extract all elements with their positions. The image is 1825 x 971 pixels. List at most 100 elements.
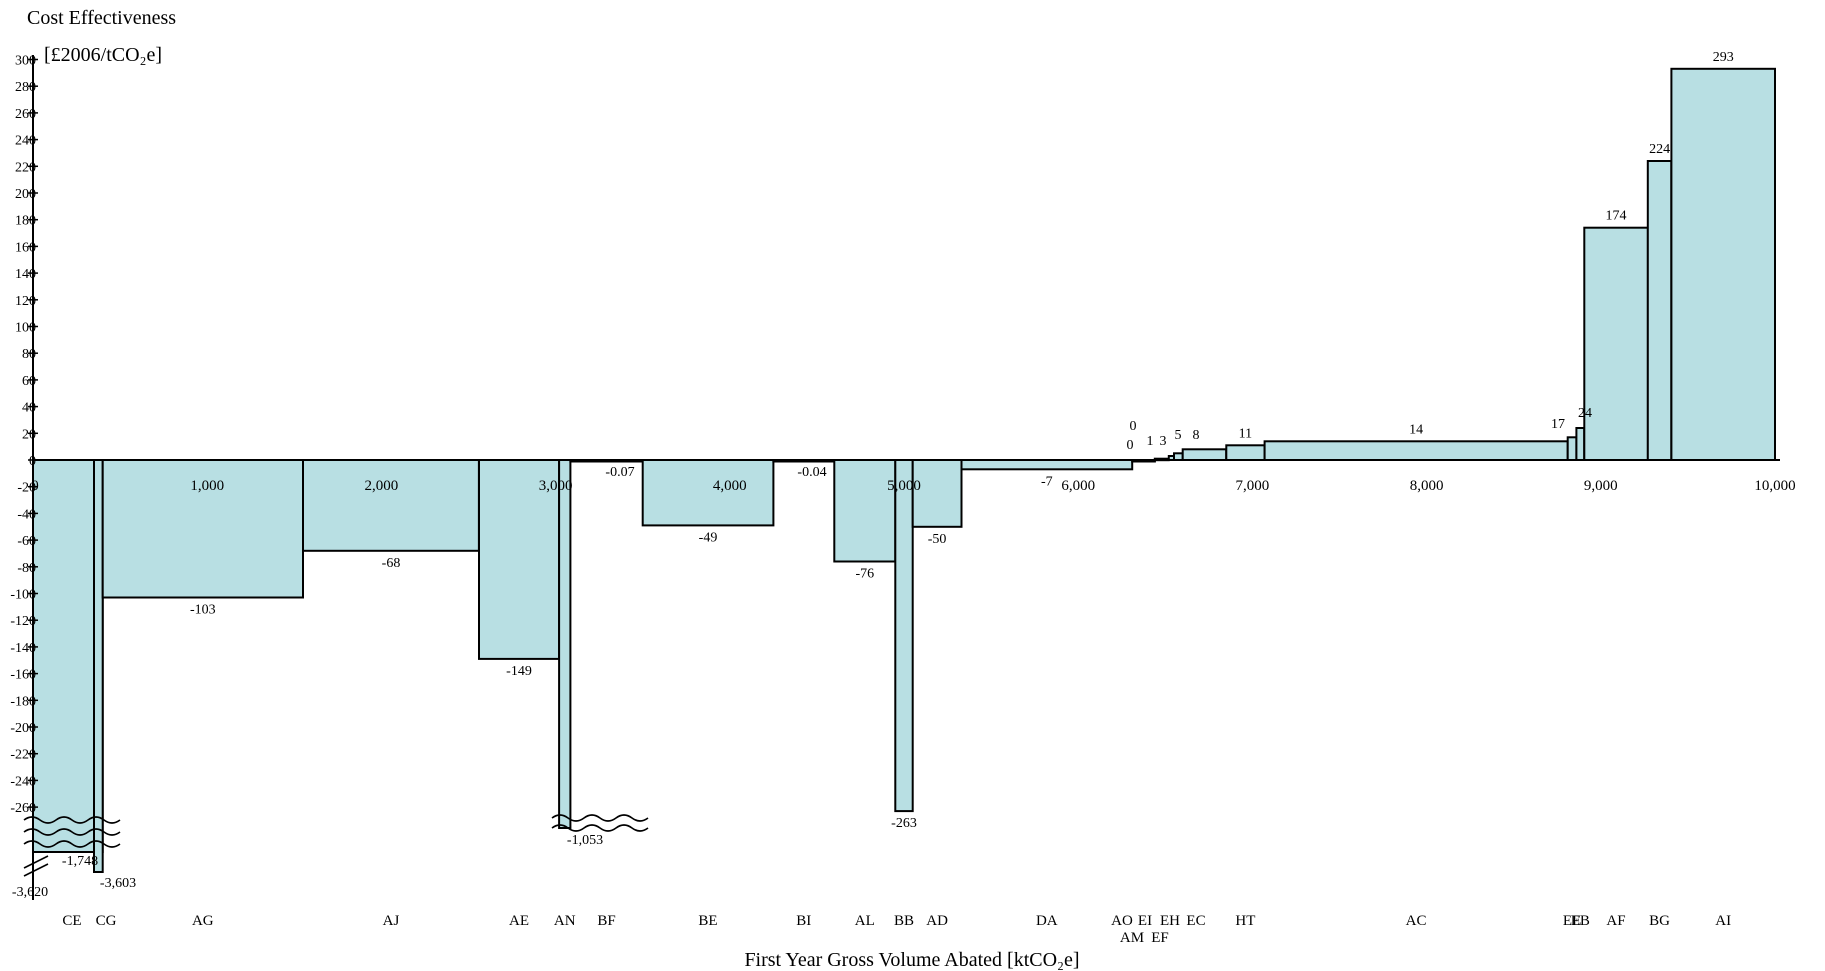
y-tick-label: 20: [22, 427, 36, 442]
axis-break-mark: [23, 840, 121, 848]
x-tick-label: 5,000: [887, 478, 921, 494]
x-tick-label: 9,000: [1584, 478, 1618, 494]
y-axis-label: [£2006/tCO₂e]: [44, 44, 162, 66]
data-label-AM: 0: [1130, 419, 1137, 434]
category-code-HT: HT: [1235, 913, 1255, 929]
y-tick-label: 240: [15, 134, 36, 149]
bar-CE: [32, 459, 95, 853]
category-code-CG: CG: [96, 913, 117, 929]
y-tick-label: 120: [15, 294, 36, 309]
data-label-AC: 14: [1409, 422, 1423, 437]
axis-break-mark: [23, 816, 121, 824]
bars-layer: [32, 67, 1777, 873]
category-code-EE: EE: [1563, 913, 1581, 929]
data-label-AJ: -68: [382, 556, 401, 571]
category-code-EH: EH: [1160, 913, 1180, 929]
data-label-EC: 8: [1193, 428, 1200, 443]
bar-EH: [1173, 452, 1184, 461]
bar-EB: [1575, 427, 1586, 461]
axis-break-mark: [551, 814, 649, 822]
category-code-AL: AL: [855, 913, 875, 929]
bar-BB: [894, 459, 914, 813]
bar-BE: [641, 459, 775, 527]
data-label-AD: -50: [928, 532, 947, 547]
category-code-CE: CE: [62, 913, 81, 929]
data-label-AL: -76: [855, 567, 874, 582]
labels-layer: -3,620 CE -1,748-3,603 CG -103 AG -68 AJ -149 AE -…: [10, 50, 1795, 946]
category-code-AM: AM: [1120, 930, 1144, 946]
y-tick-label: -260: [10, 801, 36, 816]
y-tick-label: -100: [10, 588, 36, 603]
category-code-BB: BB: [894, 913, 914, 929]
bar-CG: [93, 459, 104, 873]
axis-break-mark: [23, 863, 49, 877]
data-label-EF: 3: [1160, 434, 1167, 449]
axis-break-mark: [551, 824, 649, 832]
axis-break-mark: [23, 828, 121, 836]
y-tick-label: 100: [15, 321, 36, 336]
category-code-AC: AC: [1406, 913, 1427, 929]
data-label-HT: 11: [1239, 426, 1252, 441]
bar-AN: [558, 459, 572, 829]
y-tick-label: -20: [17, 481, 36, 496]
y-tick-label: 260: [15, 107, 36, 122]
data-label-AG: -103: [190, 603, 216, 618]
axes-layer: [23, 55, 1780, 900]
x-tick-label: 2,000: [365, 478, 399, 494]
y-tick-label: -80: [17, 561, 36, 576]
category-code-EB: EB: [1571, 913, 1590, 929]
bar-AI: [1670, 67, 1777, 462]
axis-break-mark: [23, 855, 49, 869]
x-tick-label: 3,000: [539, 478, 573, 494]
data-label-EI: 1: [1147, 434, 1154, 449]
bar-AJ: [302, 459, 480, 552]
data-label-CE: -3,620: [12, 885, 48, 900]
data-label-BI: -0.04: [797, 465, 826, 480]
data-label-BE: -49: [699, 530, 718, 545]
data-label-unlabeled: -1,748: [62, 854, 98, 869]
data-label-EH: 5: [1175, 428, 1182, 443]
category-code-AE: AE: [509, 913, 529, 929]
data-label-BB: -263: [891, 816, 917, 831]
category-code-EC: EC: [1186, 913, 1205, 929]
y-tick-label: 0: [29, 454, 36, 469]
x-tick-label: 10,000: [1754, 478, 1795, 494]
category-code-AO: AO: [1111, 913, 1133, 929]
data-label-DA: -7: [1041, 474, 1053, 489]
bar-BG: [1646, 160, 1673, 461]
y-tick-label: -180: [10, 694, 36, 709]
y-tick-label: -160: [10, 668, 36, 683]
bar-AC: [1263, 440, 1569, 461]
category-code-AN: AN: [554, 913, 576, 929]
y-tick-label: -220: [10, 748, 36, 763]
y-tick-label: 140: [15, 267, 36, 282]
data-label-AN: -1,053: [567, 833, 603, 848]
category-code-BE: BE: [698, 913, 717, 929]
x-tick-label: 7,000: [1236, 478, 1270, 494]
category-code-AJ: AJ: [383, 913, 400, 929]
y-tick-label: -60: [17, 534, 36, 549]
bar-AL: [833, 459, 897, 563]
y-tick-label: 300: [15, 54, 36, 69]
y-tick-label: 40: [22, 401, 36, 416]
bar-AE: [478, 459, 561, 660]
bar-AF: [1583, 226, 1649, 461]
data-label-EB: 24: [1578, 406, 1592, 421]
data-label-AI: 293: [1713, 50, 1734, 65]
x-tick-label: 0: [31, 478, 39, 494]
x-tick-label: 8,000: [1410, 478, 1444, 494]
category-code-AD: AD: [926, 913, 948, 929]
y-tick-label: 160: [15, 240, 36, 255]
data-label-AO: 0: [1127, 438, 1134, 453]
category-code-DA: DA: [1036, 913, 1058, 929]
category-code-AF: AF: [1606, 913, 1625, 929]
y-tick-label: 280: [15, 80, 36, 95]
category-code-AG: AG: [192, 913, 214, 929]
bar-EC: [1181, 448, 1228, 461]
y-tick-label: 60: [22, 374, 36, 389]
category-code-EF: EF: [1151, 930, 1169, 946]
category-code-BI: BI: [796, 913, 811, 929]
category-code-BG: BG: [1649, 913, 1670, 929]
category-code-EI: EI: [1138, 913, 1152, 929]
